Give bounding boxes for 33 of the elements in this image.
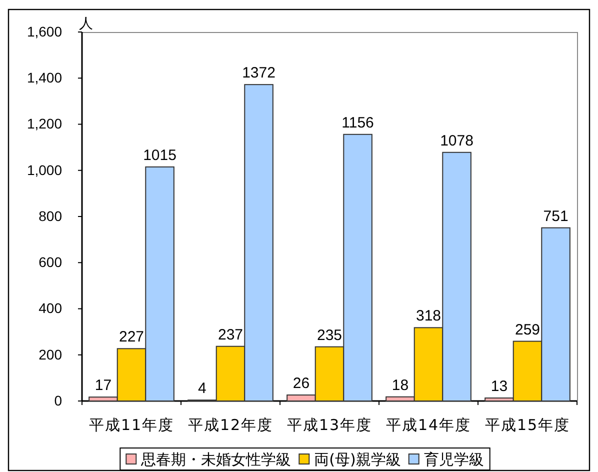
x-tick-label: 平成15年度 (484, 416, 570, 434)
data-label: 1015 (143, 146, 176, 164)
legend-label: 思春期・未婚女性学級 (140, 450, 292, 468)
data-label: 4 (198, 380, 206, 398)
y-tick-label: 1,000 (26, 162, 62, 178)
y-tick-label: 600 (38, 254, 62, 270)
data-label: 259 (514, 321, 540, 338)
data-label: 13 (490, 378, 508, 395)
y-axis-title: 人 (79, 16, 93, 32)
x-tick-label: 平成11年度 (88, 416, 174, 434)
x-tick-label: 平成12年度 (188, 416, 274, 434)
y-tick-label: 0 (54, 392, 62, 408)
y-tick-label: 200 (38, 346, 62, 362)
data-label: 237 (218, 326, 244, 344)
data-label: 235 (316, 326, 342, 344)
data-label: 18 (392, 376, 409, 394)
y-tick-label: 1,600 (26, 23, 62, 40)
legend-label: 両(母)親学級 (314, 450, 401, 468)
x-tick-label: 平成14年度 (386, 416, 472, 434)
data-label: 751 (543, 208, 568, 225)
legend-label: 育児学級 (424, 450, 484, 468)
data-label: 17 (94, 377, 112, 394)
y-tick-label: 800 (38, 208, 62, 224)
data-label: 318 (416, 308, 442, 325)
data-label: 26 (292, 375, 310, 392)
y-tick-label: 1,200 (26, 116, 62, 132)
data-label: 227 (118, 328, 144, 346)
y-tick-label: 400 (38, 300, 62, 316)
data-label: 1372 (242, 64, 276, 82)
x-tick-label: 平成13年度 (286, 416, 372, 434)
data-label: 1078 (440, 132, 474, 150)
data-label: 1156 (342, 114, 374, 132)
y-tick-label: 1,400 (26, 70, 62, 86)
